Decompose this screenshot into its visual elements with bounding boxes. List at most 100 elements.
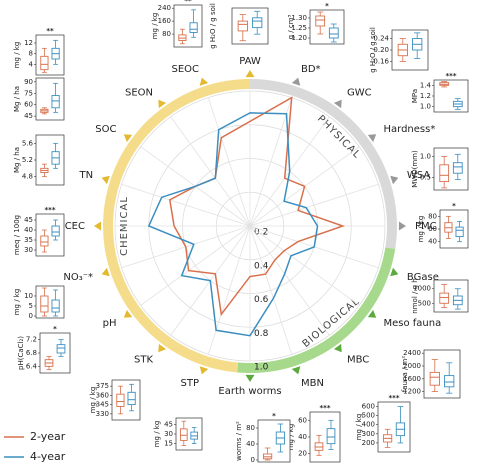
inset-tick-label: 300 <box>362 430 375 438</box>
inset-tick-label: 400 <box>362 421 375 429</box>
box <box>116 393 125 407</box>
inset-tick-label: 0 <box>251 456 255 464</box>
inset-tick-label: 5.6 <box>22 139 34 147</box>
r-tick-label: 0.2 <box>254 228 268 238</box>
box <box>439 292 450 304</box>
inset-tick-label: 345 <box>96 401 109 409</box>
box <box>452 162 463 174</box>
inset-frame <box>433 279 469 313</box>
inset-tick-label: 1600 <box>403 375 421 383</box>
spoke-marker <box>123 134 133 143</box>
inset-tick-label: 5 <box>29 302 33 310</box>
spoke-marker <box>390 175 399 185</box>
inset-frame <box>423 349 461 399</box>
category-label: MBN <box>301 378 324 389</box>
significance: *** <box>389 394 400 402</box>
spoke <box>249 225 293 355</box>
inset-tick-label: 4 <box>29 60 34 68</box>
r-tick-label: 0.6 <box>254 295 269 305</box>
inset-tick-label: 4.8 <box>22 173 33 181</box>
inset-tick-label: 0.24 <box>373 35 389 43</box>
spoke-marker <box>291 77 301 86</box>
inset-frame <box>309 411 341 463</box>
inset-tick-label: 7.2 <box>26 336 37 344</box>
inset-tick-label: 80 <box>246 424 255 432</box>
legend-label: 4-year <box>30 450 66 463</box>
inset-ylabel: fauna / m² <box>401 356 409 393</box>
inset-tick-label: 1.25 <box>291 24 307 32</box>
significance: *** <box>45 206 56 214</box>
inset-ylabel: mg / kg <box>355 414 363 441</box>
inset-tick-label: 500 <box>362 412 375 420</box>
inset-frame <box>39 332 71 374</box>
inset-tick-label: 200 <box>362 439 375 447</box>
inset-tick-label: 360 <box>96 391 109 399</box>
inset-ylabel: worms / m² <box>235 421 243 461</box>
category-label: MBC <box>347 354 369 365</box>
inset-frame <box>433 79 469 113</box>
box <box>328 27 339 39</box>
category-label: PMC <box>415 221 437 232</box>
category-label: SEON <box>125 88 153 99</box>
spoke-marker <box>245 374 255 382</box>
box <box>429 371 440 386</box>
category-label: BD* <box>301 64 321 75</box>
spoke-marker <box>158 343 167 353</box>
inset-tick-label: 60 <box>298 416 307 424</box>
inset-ylabel: mg / kg <box>153 421 161 448</box>
significance: ** <box>46 27 54 35</box>
category-label: STK <box>134 354 153 365</box>
spoke-marker <box>398 221 406 231</box>
inset-tick-label: 35 <box>24 236 33 244</box>
significance: * <box>452 202 456 210</box>
r-tick-label: 0.8 <box>254 329 269 339</box>
inset-tick-label: 330 <box>96 410 109 418</box>
box <box>179 428 188 441</box>
inset-ylabel: Mg / ha <box>13 86 21 112</box>
category-label: STP <box>181 378 200 389</box>
spoke <box>207 97 251 227</box>
series-line <box>147 112 319 337</box>
spoke <box>121 183 251 227</box>
spoke <box>249 183 379 227</box>
category-label: PAW <box>239 56 261 67</box>
box <box>326 428 336 445</box>
inset-tick-label: 8 <box>29 50 33 58</box>
inset-ylabel: g H₂O / g soil <box>209 3 217 49</box>
inset-tick-label: 6.8 <box>26 349 37 357</box>
inset-frame <box>173 4 203 48</box>
spoke <box>140 225 251 306</box>
box <box>315 15 326 27</box>
inset-frame <box>35 34 65 76</box>
category-label: CEC <box>65 221 85 232</box>
inset-tick-label: 1.20 <box>291 34 307 42</box>
significance: *** <box>446 72 457 80</box>
spoke <box>207 225 251 355</box>
spoke <box>249 97 293 227</box>
box <box>127 391 136 406</box>
box <box>40 295 49 313</box>
significance: * <box>272 412 276 420</box>
inset-tick-label: 0.16 <box>373 57 389 65</box>
category-label: NO₃⁻* <box>63 272 93 283</box>
inset-frame <box>111 379 141 421</box>
inset-frame <box>35 134 65 186</box>
category-label: BGase <box>407 272 439 283</box>
box <box>51 225 60 237</box>
group-ring <box>237 247 396 373</box>
inset-tick-label: 45 <box>24 216 33 224</box>
inset-tick-label: 60 <box>428 225 437 233</box>
inset-tick-label: 40 <box>24 226 33 234</box>
spoke-marker <box>333 343 342 353</box>
spoke <box>249 225 360 306</box>
inset-frame <box>439 209 469 249</box>
spoke-marker <box>367 309 377 318</box>
inset-ylabel: meq / 100g <box>13 215 21 255</box>
box <box>51 95 60 109</box>
inset-tick-label: 15 <box>164 440 173 448</box>
inset-ylabel: Mg / ha <box>13 147 21 173</box>
inset-tick-label: 0.20 <box>373 46 389 54</box>
spoke-marker <box>101 175 110 185</box>
inset-tick-label: 1.0 <box>420 103 431 111</box>
inset-tick-label: 40 <box>246 440 255 448</box>
